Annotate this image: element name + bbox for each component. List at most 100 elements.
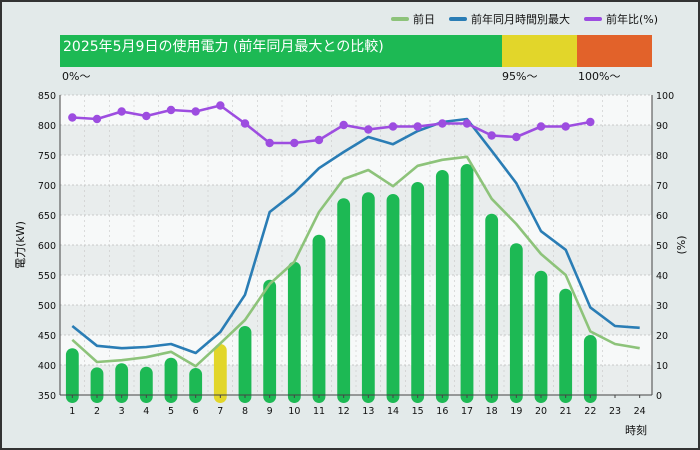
y-tick-label: 650 [38,211,56,222]
x-tick-label: 17 [461,406,473,417]
bar [189,368,203,403]
x-tick-label: 16 [436,406,448,417]
series-line [72,104,591,145]
x-tick-label: 5 [168,406,174,417]
usage-ratio-bar: 2025年5月9日の使用電力 (前年同月最大との比較) [60,35,652,67]
x-tick-label: 13 [362,406,374,417]
series-point [512,132,521,142]
legend-item-previous-day[interactable]: 前日 [390,11,435,27]
series-point [290,138,299,148]
y-tick-label: 450 [38,331,56,342]
x-tick-label: 21 [560,406,572,417]
y2-tick-label: 40 [656,271,668,282]
y2-tick-label: 10 [656,361,668,372]
x-tick-label: 20 [535,406,547,417]
bar [386,194,400,403]
bar [139,366,153,403]
bar [287,261,301,403]
ratio-bar-title: 2025年5月9日の使用電力 (前年同月最大との比較) [63,39,384,55]
ratio-segment-mid [502,35,577,67]
bar [485,213,499,403]
series-point [142,111,151,121]
series-point [339,120,348,130]
series-point [68,113,77,122]
x-tick-label: 18 [486,406,498,417]
y-axis-title: 電力(kW) [14,221,27,269]
x-tick-label: 14 [387,406,399,417]
series-point [586,117,595,127]
y-tick-label: 700 [38,181,56,192]
x-tick-label: 10 [288,406,300,417]
bar [263,279,277,403]
x-tick-label: 15 [412,406,424,417]
y-tick-label: 400 [38,361,56,372]
y-tick-label: 550 [38,271,56,282]
y2-tick-label: 60 [656,211,668,222]
bar [411,182,425,403]
bar [361,192,375,403]
ratio-label-100: 100%〜 [578,70,621,83]
x-tick-label: 24 [634,406,646,417]
series-point [117,107,126,116]
series-point [462,119,472,128]
y2-tick-label: 100 [656,91,674,102]
bar [312,234,326,403]
x-axis-title: 時刻 [625,423,647,437]
bar [164,357,178,403]
y2-tick-label: 0 [656,391,662,402]
x-tick-label: 22 [584,406,596,417]
series-point [438,119,447,128]
y2-tick-label: 80 [656,151,668,162]
bar [337,198,351,403]
series-point [92,114,102,124]
y2-tick-label: 30 [656,301,668,312]
ratio-label-0: 0%〜 [62,70,91,83]
series-point [487,131,496,140]
series-point [388,122,398,131]
y2-tick-label: 70 [656,181,668,192]
legend-item-yoy-ratio[interactable]: 前年比(%) [583,11,658,27]
series-point [240,119,250,128]
series-point [413,122,422,131]
bar [115,363,129,403]
series-point [265,138,274,148]
x-tick-label: 1 [69,406,75,417]
x-tick-label: 4 [143,406,149,417]
x-tick-label: 12 [338,406,350,417]
y-tick-label: 500 [38,301,56,312]
series-point [314,135,324,145]
bar [460,164,474,403]
legend-swatch [448,17,467,21]
x-tick-label: 23 [609,406,621,417]
y-tick-label: 800 [38,121,56,132]
bar [435,170,449,403]
legend-item-last-year-max[interactable]: 前年同月時間別最大 [448,11,570,27]
y2-tick-label: 20 [656,331,668,342]
x-tick-label: 7 [217,406,223,417]
legend-swatch [583,17,602,21]
series-point [536,122,546,131]
y-tick-label: 750 [38,151,56,162]
y-tick-label: 600 [38,241,56,252]
x-tick-label: 3 [119,406,125,417]
series-point [561,122,570,131]
legend-label: 前年同月時間別最大 [470,13,570,26]
series-point [216,101,225,110]
y2-axis-title: (%) [675,235,688,254]
ratio-segment-high [577,35,652,67]
series-line [71,117,640,355]
x-tick-label: 8 [242,406,248,417]
y-tick-label: 850 [38,91,56,102]
x-tick-label: 11 [313,406,325,417]
x-tick-label: 2 [94,406,100,417]
bar [213,344,227,403]
legend: 前日 前年同月時間別最大 前年比(%) [390,11,658,27]
bar [559,288,573,403]
series-point [166,105,176,115]
bar [583,335,597,403]
y2-tick-label: 50 [656,241,668,252]
ratio-segment-low: 2025年5月9日の使用電力 (前年同月最大との比較) [60,35,502,67]
ratio-label-95: 95%〜 [502,70,538,83]
